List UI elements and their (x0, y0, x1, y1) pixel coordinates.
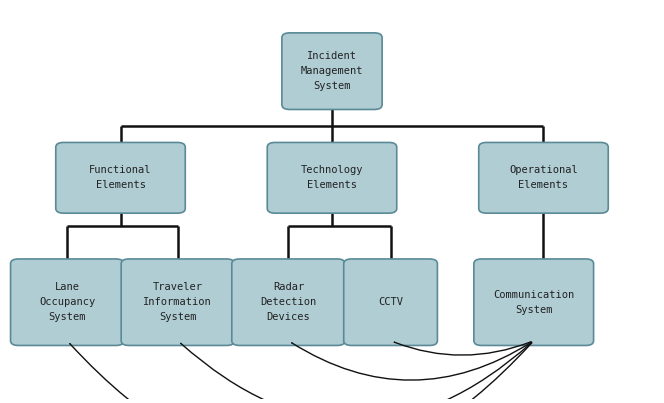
FancyBboxPatch shape (56, 142, 185, 213)
FancyBboxPatch shape (474, 259, 594, 345)
Text: CCTV: CCTV (378, 297, 403, 307)
Text: Functional
Elements: Functional Elements (89, 165, 152, 190)
FancyBboxPatch shape (232, 259, 345, 345)
FancyBboxPatch shape (11, 259, 124, 345)
Text: Traveler
Information
System: Traveler Information System (143, 283, 212, 322)
FancyArrowPatch shape (394, 342, 531, 355)
Text: Operational
Elements: Operational Elements (509, 165, 578, 190)
Text: Lane
Occupancy
System: Lane Occupancy System (39, 283, 95, 322)
FancyArrowPatch shape (70, 343, 532, 403)
FancyBboxPatch shape (267, 142, 397, 213)
Text: Communication
System: Communication System (493, 290, 574, 315)
FancyArrowPatch shape (291, 342, 531, 380)
FancyBboxPatch shape (479, 142, 608, 213)
Text: Radar
Detection
Devices: Radar Detection Devices (260, 283, 317, 322)
FancyBboxPatch shape (344, 259, 438, 345)
Text: Technology
Elements: Technology Elements (301, 165, 363, 190)
FancyBboxPatch shape (282, 33, 382, 110)
FancyArrowPatch shape (181, 343, 532, 403)
FancyBboxPatch shape (121, 259, 234, 345)
Text: Incident
Management
System: Incident Management System (301, 51, 363, 91)
